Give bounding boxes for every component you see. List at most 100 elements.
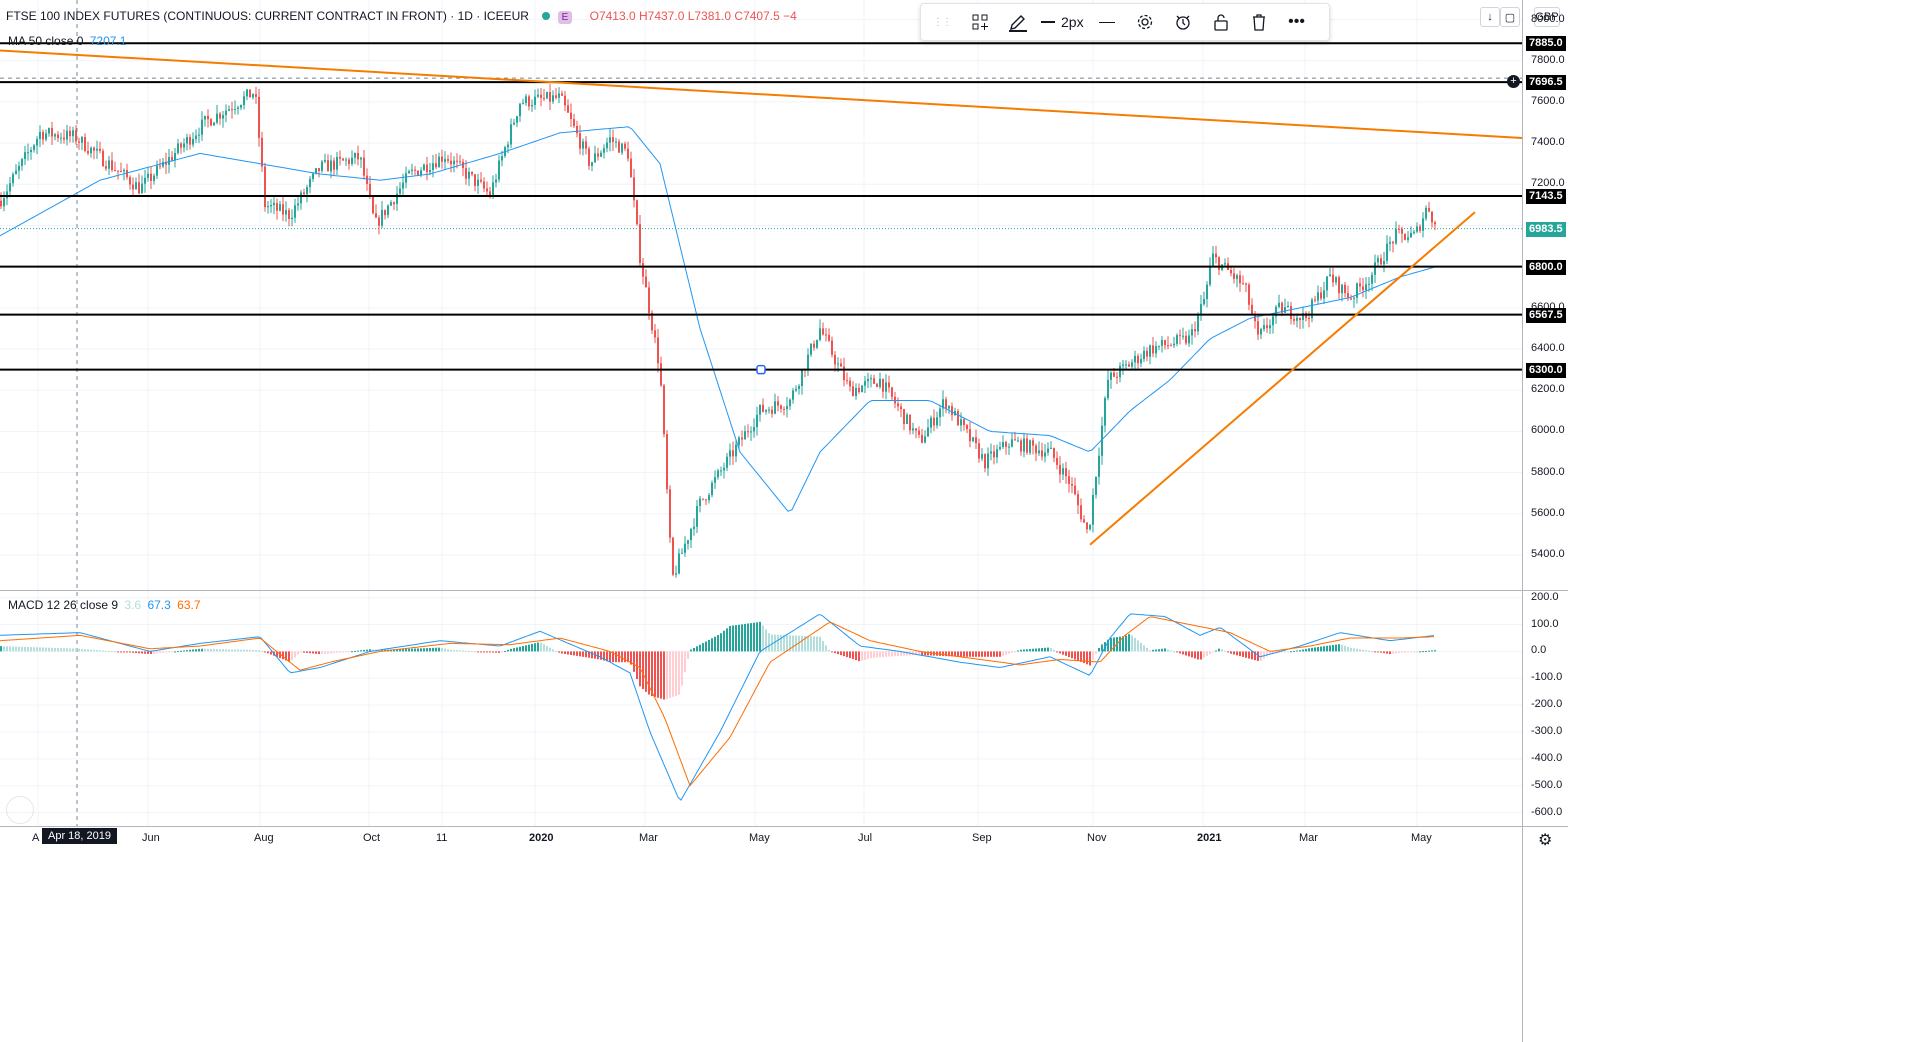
macd-histogram-bar [996, 651, 998, 657]
price-tick-label: 8000.0 [1531, 12, 1565, 25]
candle-body [489, 191, 491, 197]
macd-histogram-bar [1212, 651, 1214, 653]
macd-legend[interactable]: MACD 12 26 close 9 3.6 67.3 63.7 [8, 598, 201, 612]
macd-histogram-bar [1083, 651, 1085, 664]
candle-body [63, 137, 65, 140]
candle-body [534, 96, 536, 106]
macd-histogram-bar [393, 649, 395, 652]
candle-body [924, 436, 926, 443]
trash-icon[interactable] [1244, 7, 1274, 37]
candle-body [132, 184, 134, 190]
add-level-plus-icon[interactable]: + [1507, 75, 1520, 89]
macd-histogram-bar [300, 651, 302, 653]
macd-histogram-bar [1218, 648, 1220, 652]
settings-gear-icon[interactable]: ⚙ [1538, 832, 1553, 849]
macd-histogram-bar [408, 648, 410, 652]
candle-body [213, 122, 215, 126]
lock-icon[interactable] [1206, 7, 1236, 37]
macd-histogram-bar [1086, 651, 1088, 665]
macd-tick-label: -500.0 [1531, 778, 1563, 791]
macd-histogram-bar [1353, 648, 1355, 652]
more-icon[interactable]: ••• [1288, 13, 1305, 30]
level-price-tag[interactable]: 6567.5 [1526, 307, 1566, 323]
macd-histogram-bar [969, 651, 971, 657]
candle-body [768, 409, 770, 411]
candle-body [762, 404, 764, 412]
macd-histogram-bar [795, 635, 797, 652]
macd-histogram-bar [219, 649, 221, 652]
macd-histogram-bar [1119, 636, 1121, 652]
settings-icon[interactable] [1130, 7, 1160, 37]
candle-body [1341, 284, 1343, 294]
ma-legend[interactable]: MA 50 close 0 7207.1 [8, 34, 126, 48]
macd-histogram-bar [636, 651, 638, 680]
candle-body [117, 170, 119, 172]
candle-body [438, 156, 440, 168]
candle-body [1377, 258, 1379, 263]
macd-histogram-bar [501, 651, 503, 653]
candle-body [1230, 270, 1232, 274]
candle-body [729, 450, 731, 457]
macd-histogram-bar [870, 651, 872, 659]
macd-histogram-bar [1329, 645, 1331, 652]
candle-body [462, 161, 464, 169]
candle-body [1218, 257, 1220, 270]
macd-histogram-bar [729, 625, 731, 652]
macd-histogram-bar [990, 651, 992, 657]
templates-icon[interactable] [965, 7, 995, 37]
macd-histogram-bar [99, 650, 101, 652]
level-price-tag[interactable]: 6800.0 [1526, 259, 1566, 275]
candle-body [126, 169, 128, 178]
scroll-to-end-icon[interactable]: ↓ [1480, 7, 1500, 27]
macd-histogram-bar [81, 648, 83, 652]
level-price-tag[interactable]: 7696.5 [1526, 75, 1566, 91]
macd-histogram-bar [1158, 649, 1160, 652]
exchange-badge[interactable]: E [557, 11, 573, 24]
macd-tick-label: 200.0 [1531, 590, 1559, 603]
candle-body [933, 417, 935, 426]
candle-body [1326, 276, 1328, 291]
candle-body [798, 386, 800, 389]
candle-body [627, 148, 629, 159]
currency-button[interactable]: GBP [1534, 7, 1560, 27]
macd-histogram-bar [1017, 650, 1019, 652]
macd-histogram-bar [576, 651, 578, 656]
level-price-tag[interactable]: 6300.0 [1526, 362, 1566, 378]
macd-histogram-bar [1164, 648, 1166, 652]
candle-body [264, 166, 266, 208]
symbol-title[interactable]: FTSE 100 INDEX FUTURES (CONTINUOUS: CURR… [6, 9, 529, 23]
macd-histogram-bar [468, 650, 470, 652]
macd-histogram-bar [822, 641, 824, 652]
macd-histogram-bar [423, 648, 425, 652]
drag-handle-icon[interactable]: ⋮⋮ [933, 16, 952, 28]
macd-histogram-bar [114, 651, 116, 653]
macd-histogram-bar [1368, 650, 1370, 652]
level-price-tag[interactable]: 7885.0 [1526, 36, 1566, 52]
ascending-trendline [1089, 211, 1476, 546]
candle-body [549, 92, 551, 102]
candle-body [1017, 440, 1019, 442]
macd-histogram-bar [549, 647, 551, 652]
candle-body [1281, 302, 1283, 313]
candle-body [660, 363, 662, 386]
candle-body [690, 528, 692, 541]
candle-body [399, 188, 401, 194]
line-style-icon[interactable] [1092, 7, 1122, 37]
macd-histogram-bar [135, 651, 137, 654]
candle-body [822, 328, 824, 335]
level-price-tag[interactable]: 7143.5 [1526, 188, 1566, 204]
line-width-button[interactable]: 2px [1041, 7, 1084, 37]
macd-tick-label: -100.0 [1531, 671, 1563, 684]
macd-histogram-bar [558, 651, 560, 653]
macd-histogram-bar [954, 651, 956, 657]
alert-icon[interactable] [1168, 7, 1198, 37]
candle-body [1254, 314, 1256, 322]
maximize-icon[interactable]: ▢ [1500, 7, 1520, 27]
macd-histogram-bar [36, 647, 38, 652]
macd-histogram-bar [15, 646, 17, 652]
macd-histogram-bar [714, 636, 716, 652]
candle-body [666, 434, 668, 490]
price-tick-label: 6200.0 [1531, 383, 1565, 396]
pencil-icon[interactable] [1003, 7, 1033, 37]
